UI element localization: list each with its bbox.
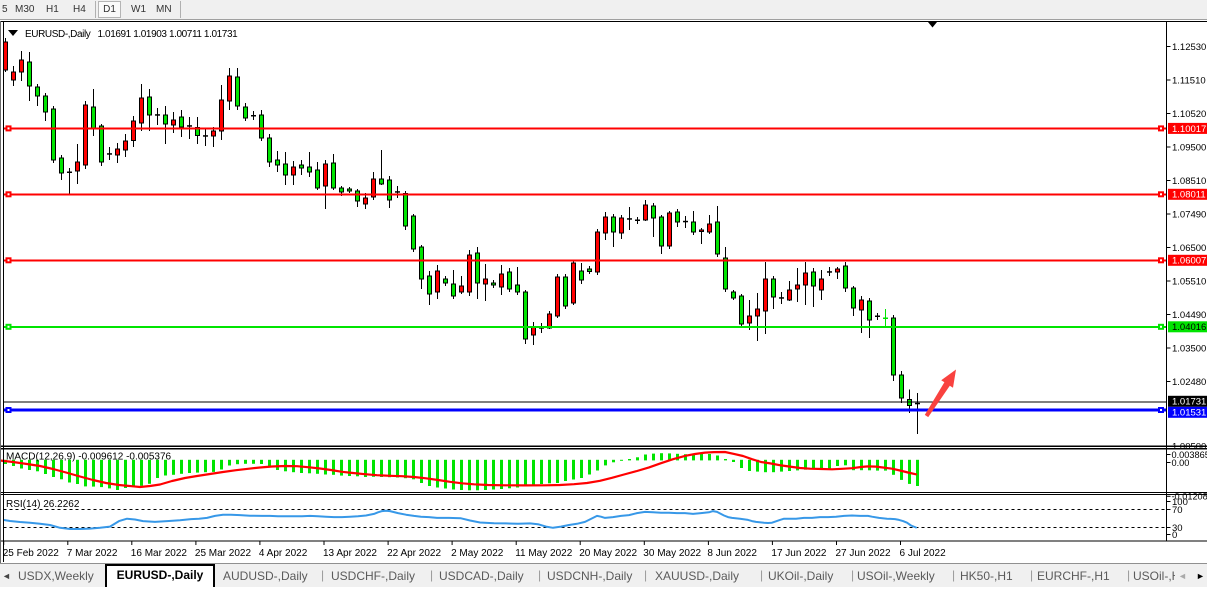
svg-text:RSI(14) 26.2262: RSI(14) 26.2262 <box>6 499 80 510</box>
svg-text:22 Apr 2022: 22 Apr 2022 <box>387 548 441 559</box>
svg-text:MACD(12,26,9) -0.009612 -0.005: MACD(12,26,9) -0.009612 -0.005376 <box>6 452 172 463</box>
svg-text:0: 0 <box>1172 530 1177 541</box>
svg-text:1.01531: 1.01531 <box>1172 407 1206 418</box>
svg-text:1.06007: 1.06007 <box>1172 256 1206 267</box>
svg-text:1.10520: 1.10520 <box>1172 109 1206 120</box>
svg-text:6 Jul 2022: 6 Jul 2022 <box>900 548 947 559</box>
svg-text:1.08510: 1.08510 <box>1172 176 1206 187</box>
svg-text:1.06500: 1.06500 <box>1172 243 1206 254</box>
svg-text:11 May 2022: 11 May 2022 <box>515 548 573 559</box>
svg-text:20 May 2022: 20 May 2022 <box>579 548 637 559</box>
svg-text:1.02480: 1.02480 <box>1172 377 1206 388</box>
svg-text:30 May 2022: 30 May 2022 <box>643 548 701 559</box>
svg-text:8 Jun 2022: 8 Jun 2022 <box>707 548 757 559</box>
svg-text:0.00: 0.00 <box>1172 458 1190 468</box>
svg-text:1.04016: 1.04016 <box>1172 322 1206 333</box>
svg-text:1.12530: 1.12530 <box>1172 42 1206 53</box>
svg-text:7 Mar 2022: 7 Mar 2022 <box>67 548 118 559</box>
svg-text:17 Jun 2022: 17 Jun 2022 <box>771 548 826 559</box>
svg-text:EURUSD-,Daily 1.01691 1.0190: EURUSD-,Daily 1.01691 1.01903 1.00711 1.… <box>25 29 238 40</box>
svg-text:27 Jun 2022: 27 Jun 2022 <box>836 548 891 559</box>
svg-text:1.11510: 1.11510 <box>1172 75 1206 86</box>
svg-text:16 Mar 2022: 16 Mar 2022 <box>131 548 188 559</box>
svg-text:1.05510: 1.05510 <box>1172 276 1206 287</box>
svg-text:1.07490: 1.07490 <box>1172 209 1206 220</box>
svg-text:25 Feb 2022: 25 Feb 2022 <box>3 548 60 559</box>
svg-text:13 Apr 2022: 13 Apr 2022 <box>323 548 377 559</box>
svg-text:1.01731: 1.01731 <box>1172 396 1206 407</box>
svg-text:70: 70 <box>1172 505 1183 516</box>
svg-text:1.09500: 1.09500 <box>1172 142 1206 153</box>
svg-text:25 Mar 2022: 25 Mar 2022 <box>195 548 252 559</box>
svg-text:4 Apr 2022: 4 Apr 2022 <box>259 548 308 559</box>
svg-text:1.03500: 1.03500 <box>1172 343 1206 354</box>
svg-text:1.08011: 1.08011 <box>1172 190 1206 201</box>
svg-text:2 May 2022: 2 May 2022 <box>451 548 504 559</box>
svg-text:1.04490: 1.04490 <box>1172 310 1206 321</box>
svg-text:1.10017: 1.10017 <box>1172 124 1206 135</box>
